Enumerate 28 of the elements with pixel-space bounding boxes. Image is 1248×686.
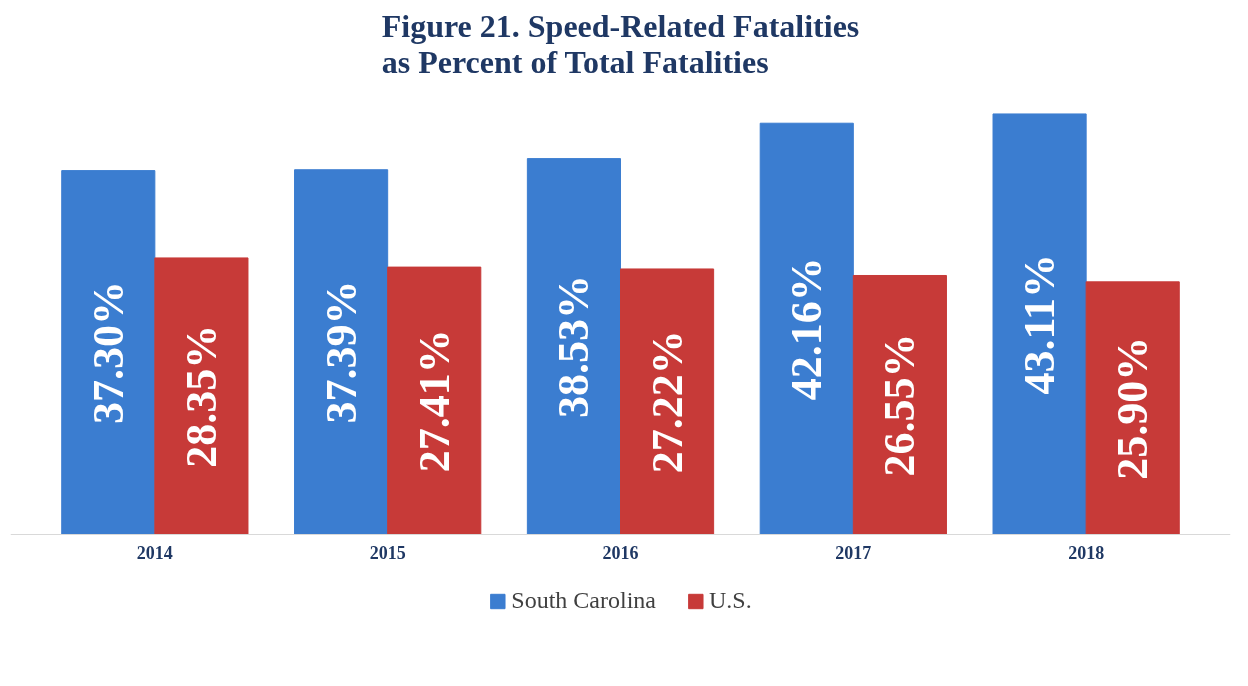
data-label: 38.53% [549,275,599,419]
bar [526,158,621,535]
data-label: 27.41% [409,329,459,473]
data-label: 42.16% [782,257,832,401]
data-label: 25.90% [1108,336,1158,480]
bar [620,268,715,535]
bar [294,169,389,535]
data-label: 37.39% [316,280,366,424]
bar [1085,281,1180,535]
data-label: 37.30% [83,281,133,425]
legend-label: South Carolina [511,587,656,614]
x-tick-label: 2015 [369,542,406,563]
chart-title: Figure 21. Speed-Related Fatalities as Percent of Total Fatalities [381,7,860,80]
x-tick-label: 2014 [136,542,173,563]
bar [759,122,854,535]
bar [992,113,1087,535]
data-label: 27.22% [642,330,692,474]
data-label: 26.55% [875,333,925,477]
bar [387,266,482,535]
bar [852,274,947,535]
data-label: 43.11% [1015,253,1065,395]
data-label: 28.35% [176,324,226,468]
bar [154,257,249,535]
x-tick-label: 2018 [1068,542,1105,563]
x-tick-label: 2016 [602,542,639,563]
x-tick-label: 2017 [835,542,872,563]
bar [61,170,156,535]
legend-label: U.S. [708,587,752,614]
